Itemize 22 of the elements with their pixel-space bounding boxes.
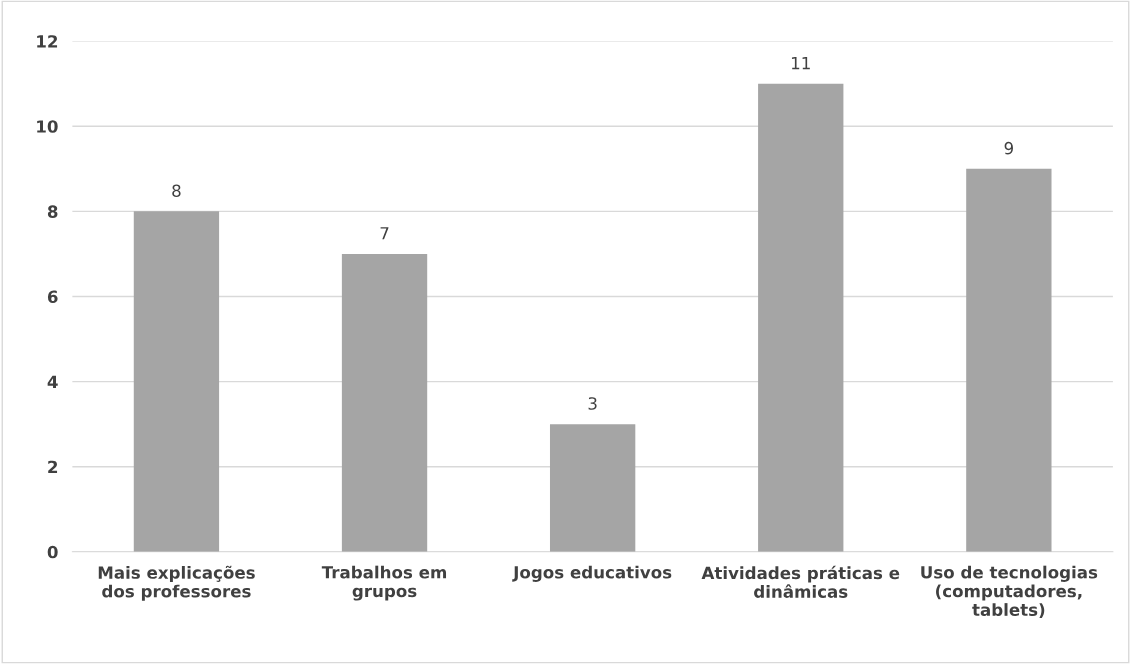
y-tick-label: 8 [47,205,58,218]
y-tick-label: 4 [47,375,58,388]
x-tick-label: Mais explicações dos professores [98,565,255,601]
data-label: 9 [1004,141,1013,155]
y-tick-label: 6 [47,290,58,304]
bar [549,424,636,552]
y-tick-label: 2 [48,460,58,474]
bar [133,211,220,552]
bar [966,168,1052,552]
data-label: 11 [791,56,810,70]
data-label: 7 [380,227,389,240]
y-tick-label: 12 [37,35,58,48]
y-tick-label: 10 [37,120,58,133]
data-label: 8 [172,184,181,198]
bar [341,253,428,552]
data-label: 3 [588,397,597,410]
bar [758,83,844,552]
x-tick-label: Trabalhos em grupos [321,565,447,601]
x-tick-label: Jogos educativos [512,565,672,582]
x-tick-label: Atividades práticas e dinâmicas [701,565,900,598]
x-tick-label: Uso de tecnologias (computadores, tablets) [921,565,1098,618]
y-tick-label: 0 [47,545,58,559]
